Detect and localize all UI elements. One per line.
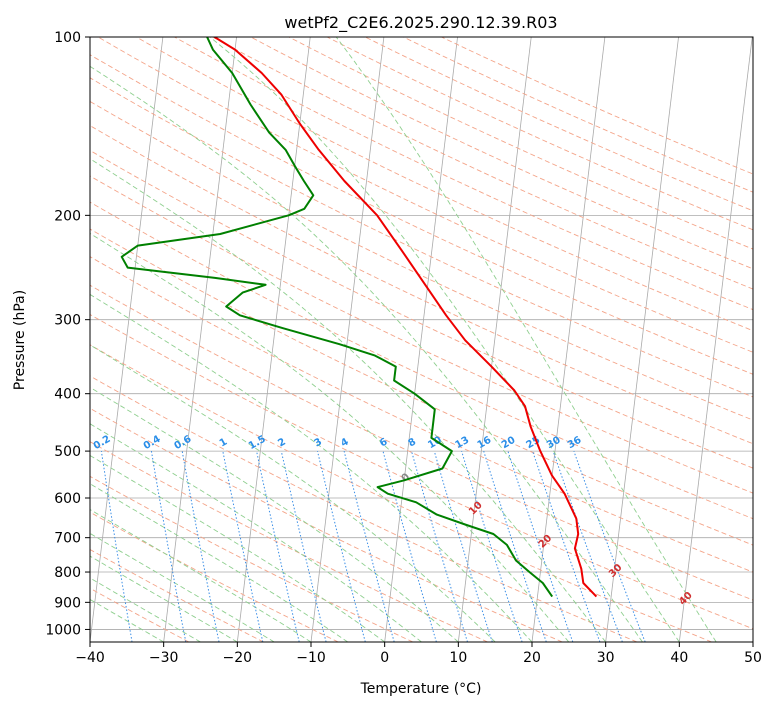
dry-adiabat-line bbox=[326, 37, 753, 231]
mixing-ratio-line bbox=[411, 450, 468, 642]
dry-adiabat-line bbox=[136, 37, 753, 332]
moist-adiabats bbox=[90, 37, 717, 642]
dry-adiabat-line bbox=[90, 375, 638, 642]
x-tick-label: −20 bbox=[223, 650, 253, 666]
isotherm-line bbox=[310, 37, 385, 642]
chart-title: wetPf2_C2E6.2025.290.12.39.R03 bbox=[284, 13, 557, 33]
dry-adiabat-line bbox=[90, 441, 488, 642]
mixing-ratio-label: 1 bbox=[218, 436, 230, 449]
x-tick-label: 50 bbox=[744, 650, 762, 666]
mixing-ratio-line bbox=[343, 450, 395, 642]
dry-adiabat-line bbox=[365, 37, 753, 212]
y-tick-label: 400 bbox=[54, 387, 81, 403]
x-tick-label: 20 bbox=[523, 650, 541, 666]
x-tick-label: −30 bbox=[149, 650, 179, 666]
x-tick-label: 40 bbox=[670, 650, 688, 666]
mixing-ratio-line bbox=[317, 450, 366, 642]
moist-adiabat-line bbox=[335, 37, 717, 642]
mixing-ratio-line bbox=[181, 451, 220, 642]
mixing-ratio-line bbox=[100, 451, 133, 642]
dry-adiabat-line bbox=[90, 175, 753, 494]
mixing-ratio-line bbox=[222, 451, 264, 642]
moist-adiabat-line bbox=[90, 508, 312, 642]
moist-adiabat-line bbox=[90, 158, 607, 642]
isotherm-line bbox=[163, 37, 237, 642]
plot-frame bbox=[89, 36, 754, 643]
temperature-line bbox=[213, 37, 598, 598]
mixing-ratio-line bbox=[507, 450, 574, 642]
x-tick-label: 0 bbox=[380, 650, 389, 666]
mixing-ratio-label: 8 bbox=[406, 436, 418, 449]
mixing-ratio-line bbox=[256, 451, 300, 642]
y-axis-label: Pressure (hPa) bbox=[12, 290, 28, 390]
mixing-ratio-line bbox=[150, 451, 187, 642]
y-tick-label: 300 bbox=[54, 313, 81, 329]
moist-adiabat-line bbox=[90, 386, 459, 642]
dry-adiabat-line bbox=[90, 228, 753, 546]
dry-adiabat-line bbox=[90, 475, 414, 642]
isotherm-line bbox=[678, 37, 753, 642]
isotherm-line bbox=[457, 37, 532, 642]
mixing-ratio-label: 4 bbox=[339, 436, 351, 449]
y-tick-label: 700 bbox=[54, 531, 81, 547]
dry-adiabat-line bbox=[90, 125, 753, 445]
y-tick-label: 800 bbox=[54, 565, 81, 581]
isotherm-lines bbox=[90, 37, 753, 642]
dry-adiabats bbox=[90, 37, 753, 642]
dry-adiabat-line bbox=[90, 344, 712, 642]
x-axis-ticks: −40 −30 −20 −10 0 10 20 30 40 50 bbox=[75, 642, 762, 666]
y-tick-label: 500 bbox=[54, 444, 81, 460]
y-axis-ticks: 100 200 300 400 500 600 700 800 900 1000 bbox=[45, 30, 90, 638]
dry-adiabat-line bbox=[174, 37, 753, 311]
dewpoint-line bbox=[120, 37, 554, 598]
x-tick-label: 10 bbox=[449, 650, 467, 666]
isotherm-line bbox=[752, 638, 753, 642]
isotherm-line bbox=[531, 37, 606, 642]
mixing-ratio-label: 6 bbox=[378, 436, 390, 449]
x-axis-label: Temperature (°C) bbox=[360, 681, 482, 697]
dry-adiabat-line bbox=[90, 407, 563, 642]
dry-adiabat-line bbox=[90, 284, 753, 601]
mixing-ratio-line bbox=[280, 450, 327, 642]
x-tick-label: −40 bbox=[75, 650, 105, 666]
moist-adiabat-line bbox=[209, 37, 680, 642]
y-tick-label: 100 bbox=[54, 30, 81, 46]
moist-adiabat-line bbox=[90, 65, 643, 642]
mixing-ratio-label: 2 bbox=[276, 436, 288, 449]
x-tick-label: 30 bbox=[597, 650, 615, 666]
y-tick-label: 900 bbox=[54, 595, 81, 611]
y-tick-label: 1000 bbox=[45, 622, 81, 638]
mixing-ratio-line bbox=[552, 450, 623, 642]
dry-adiabat-line bbox=[288, 37, 753, 250]
x-tick-label: −10 bbox=[296, 650, 326, 666]
dry-adiabat-line bbox=[90, 100, 753, 421]
profile-series bbox=[120, 37, 598, 598]
y-tick-label: 200 bbox=[54, 208, 81, 224]
dry-adiabat-line bbox=[90, 511, 339, 642]
mixing-ratio-line bbox=[573, 450, 646, 642]
dry-adiabat-line bbox=[97, 37, 753, 353]
mixing-ratio-line bbox=[532, 450, 601, 642]
mixing-ratio-label: 3 bbox=[312, 436, 324, 449]
isotherm-line bbox=[384, 37, 458, 642]
y-tick-label: 600 bbox=[54, 491, 81, 507]
moist-adiabat-line bbox=[90, 423, 422, 642]
isotherm-line bbox=[236, 37, 311, 642]
isotherm-line bbox=[90, 37, 164, 642]
